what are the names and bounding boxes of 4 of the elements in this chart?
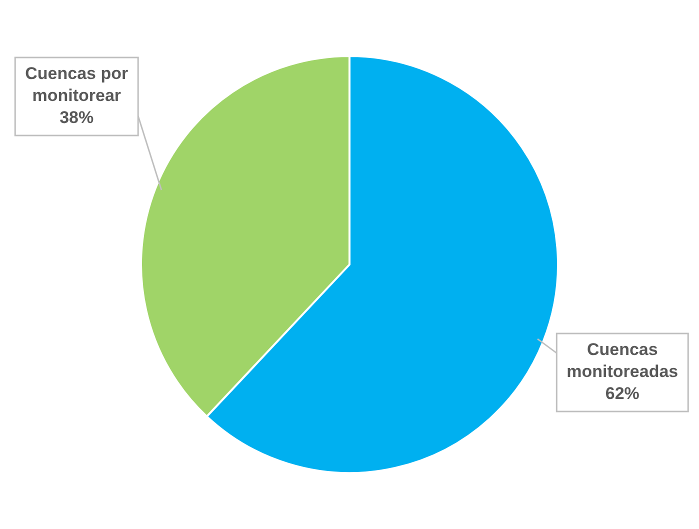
- data-label: 62%: [605, 384, 640, 404]
- slice-label: Cuencas por monitorear: [25, 64, 128, 106]
- slice-label: Cuencas monitoreadas: [566, 340, 678, 382]
- data-label: 38%: [60, 108, 94, 128]
